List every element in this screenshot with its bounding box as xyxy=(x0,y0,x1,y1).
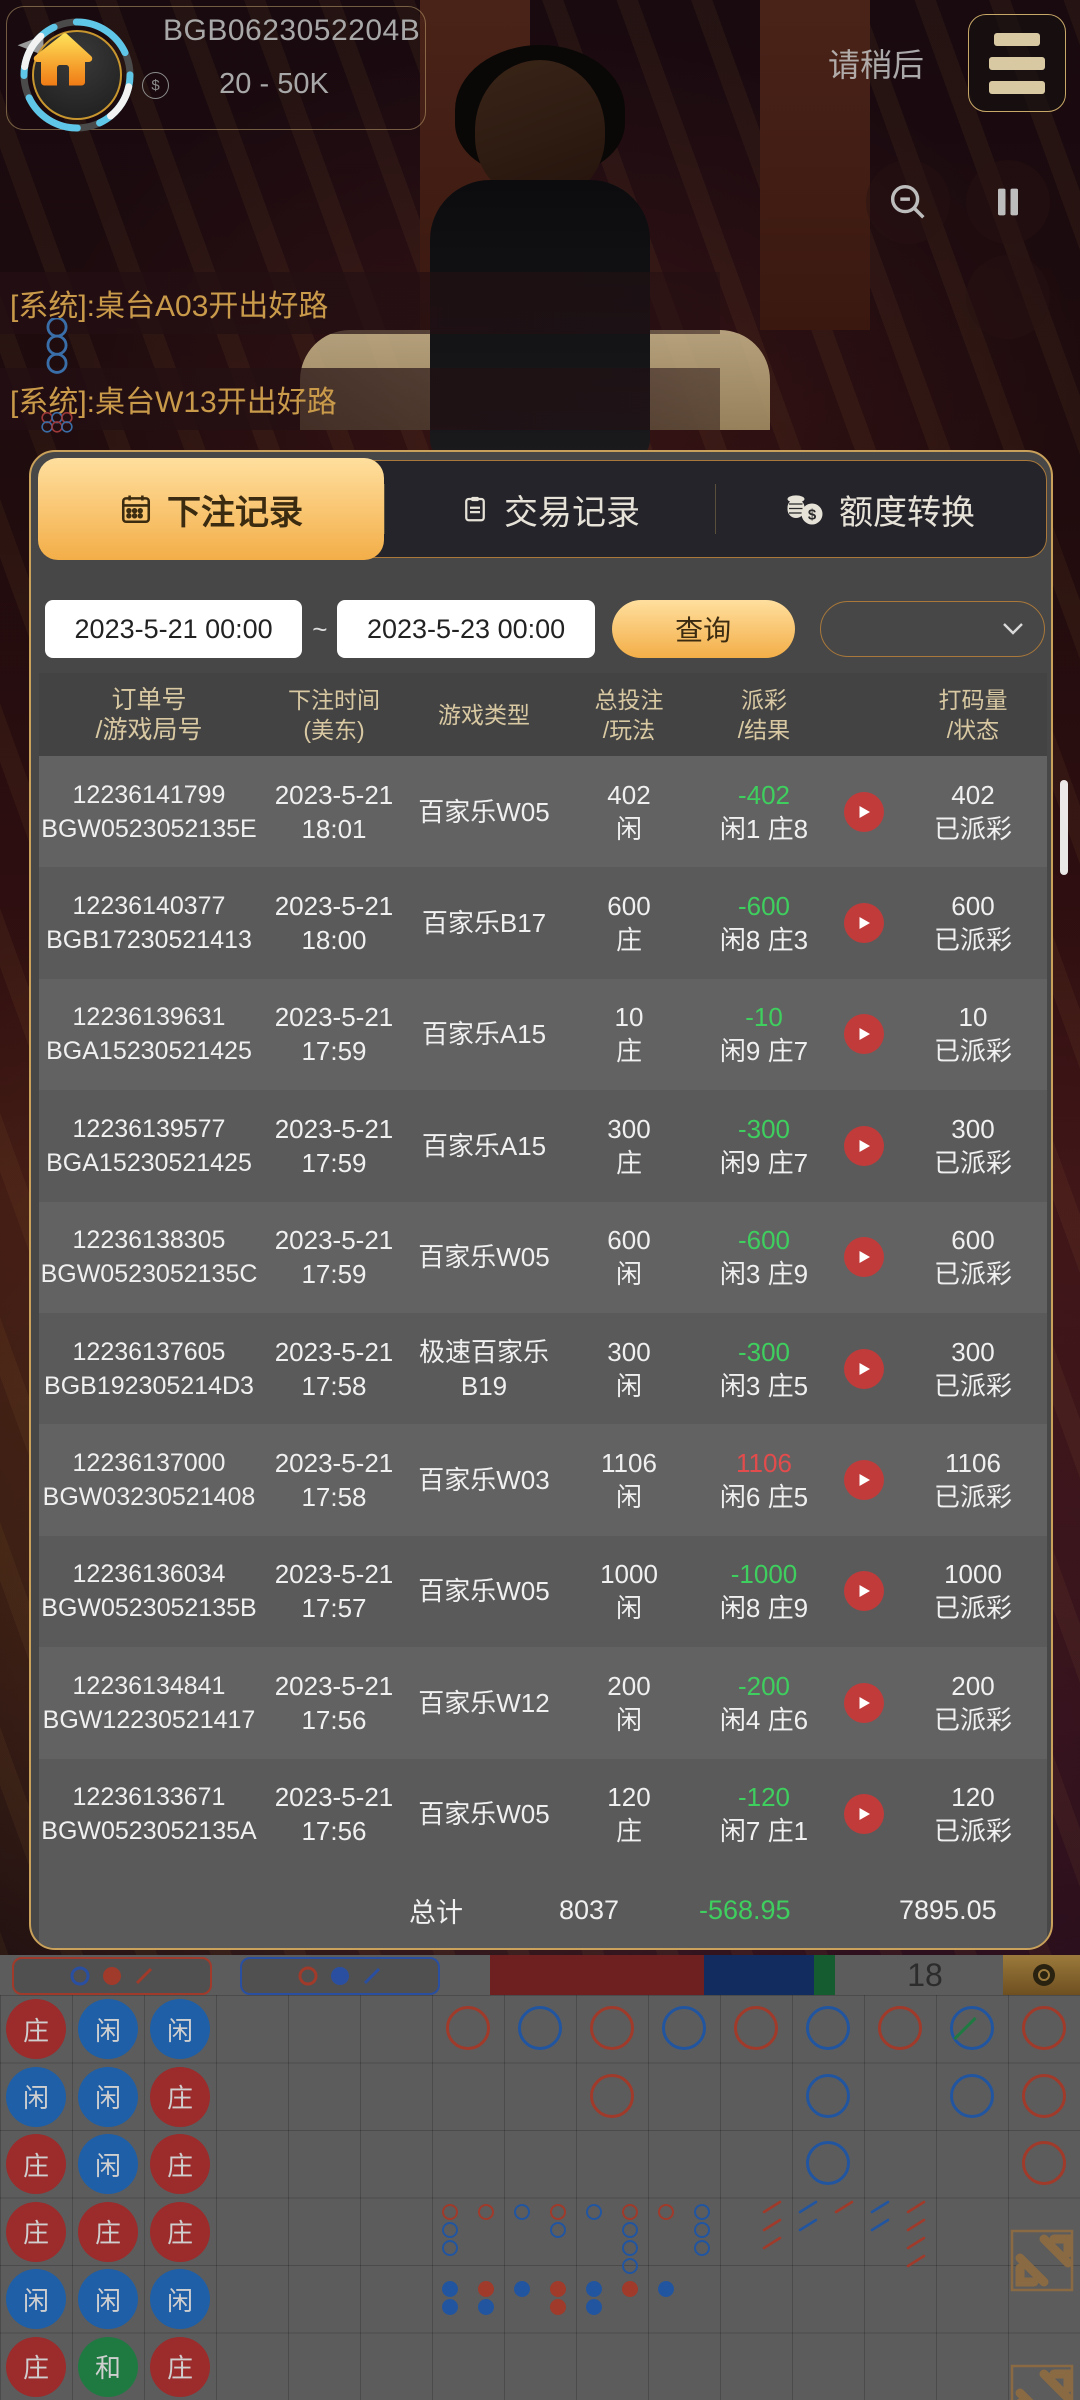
svg-text:$: $ xyxy=(808,506,817,523)
